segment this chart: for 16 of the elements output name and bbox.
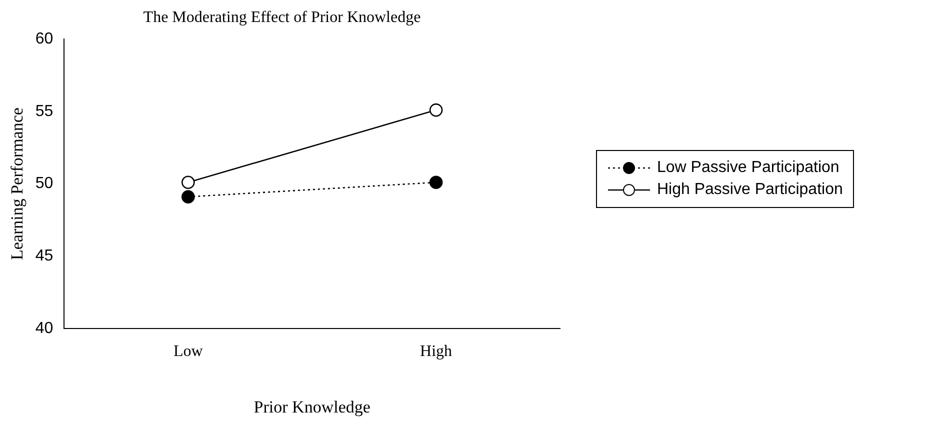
legend-label: Low Passive Participation (657, 159, 840, 177)
y-tick-label: 45 (35, 248, 54, 265)
y-tick-label: 50 (35, 175, 54, 192)
x-tick-label: High (420, 343, 452, 360)
x-axis-title: Prior Knowledge (254, 397, 370, 416)
point (182, 190, 195, 204)
point (429, 103, 443, 117)
point (429, 176, 443, 190)
point (182, 176, 195, 190)
chart-title: The Moderating Effect of Prior Knowledge (143, 8, 421, 26)
y-tick-label: 60 (35, 30, 54, 48)
legend-label: High Passive Participation (657, 181, 843, 199)
y-tick-label: 40 (35, 320, 54, 337)
y-axis-title: Learning Performance (8, 108, 27, 260)
x-tick-label: Low (173, 343, 204, 360)
y-tick-label: 55 (35, 102, 54, 120)
